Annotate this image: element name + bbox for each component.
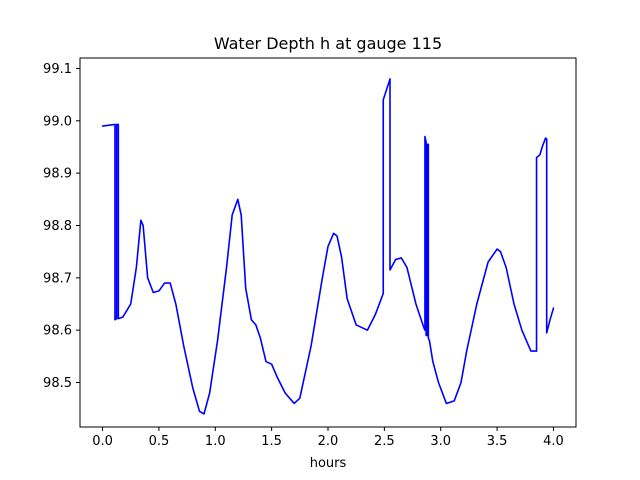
- y-tick-label: 99.0: [43, 114, 72, 129]
- series-line-1: [101, 78, 555, 415]
- x-tick-label: 3.0: [430, 434, 451, 449]
- x-tick-label: 1.0: [205, 434, 226, 449]
- x-axis-label: hours: [310, 456, 347, 471]
- x-tick-label: 0.5: [149, 434, 170, 449]
- x-tick-label: 3.5: [487, 434, 508, 449]
- y-tick-label: 99.1: [43, 62, 72, 77]
- x-tick-label: 4.0: [543, 434, 564, 449]
- x-tick-label: 2.5: [374, 434, 395, 449]
- y-tick-label: 98.6: [43, 324, 72, 339]
- chart-title: Water Depth h at gauge 115: [214, 34, 442, 53]
- x-tick-label: 1.5: [261, 434, 282, 449]
- x-tick-label: 2.0: [318, 434, 339, 449]
- y-tick-label: 98.7: [43, 271, 72, 286]
- y-tick-label: 98.9: [43, 167, 72, 182]
- y-tick-label: 98.5: [43, 376, 72, 391]
- x-tick-label: 0.0: [92, 434, 113, 449]
- y-tick-label: 98.8: [43, 219, 72, 234]
- axis-ticks: 0.0 0.5 1.0 1.5 2.0 2.5 3.0 3.5 4.0 98.5 98.6 98.7 9…: [43, 62, 564, 449]
